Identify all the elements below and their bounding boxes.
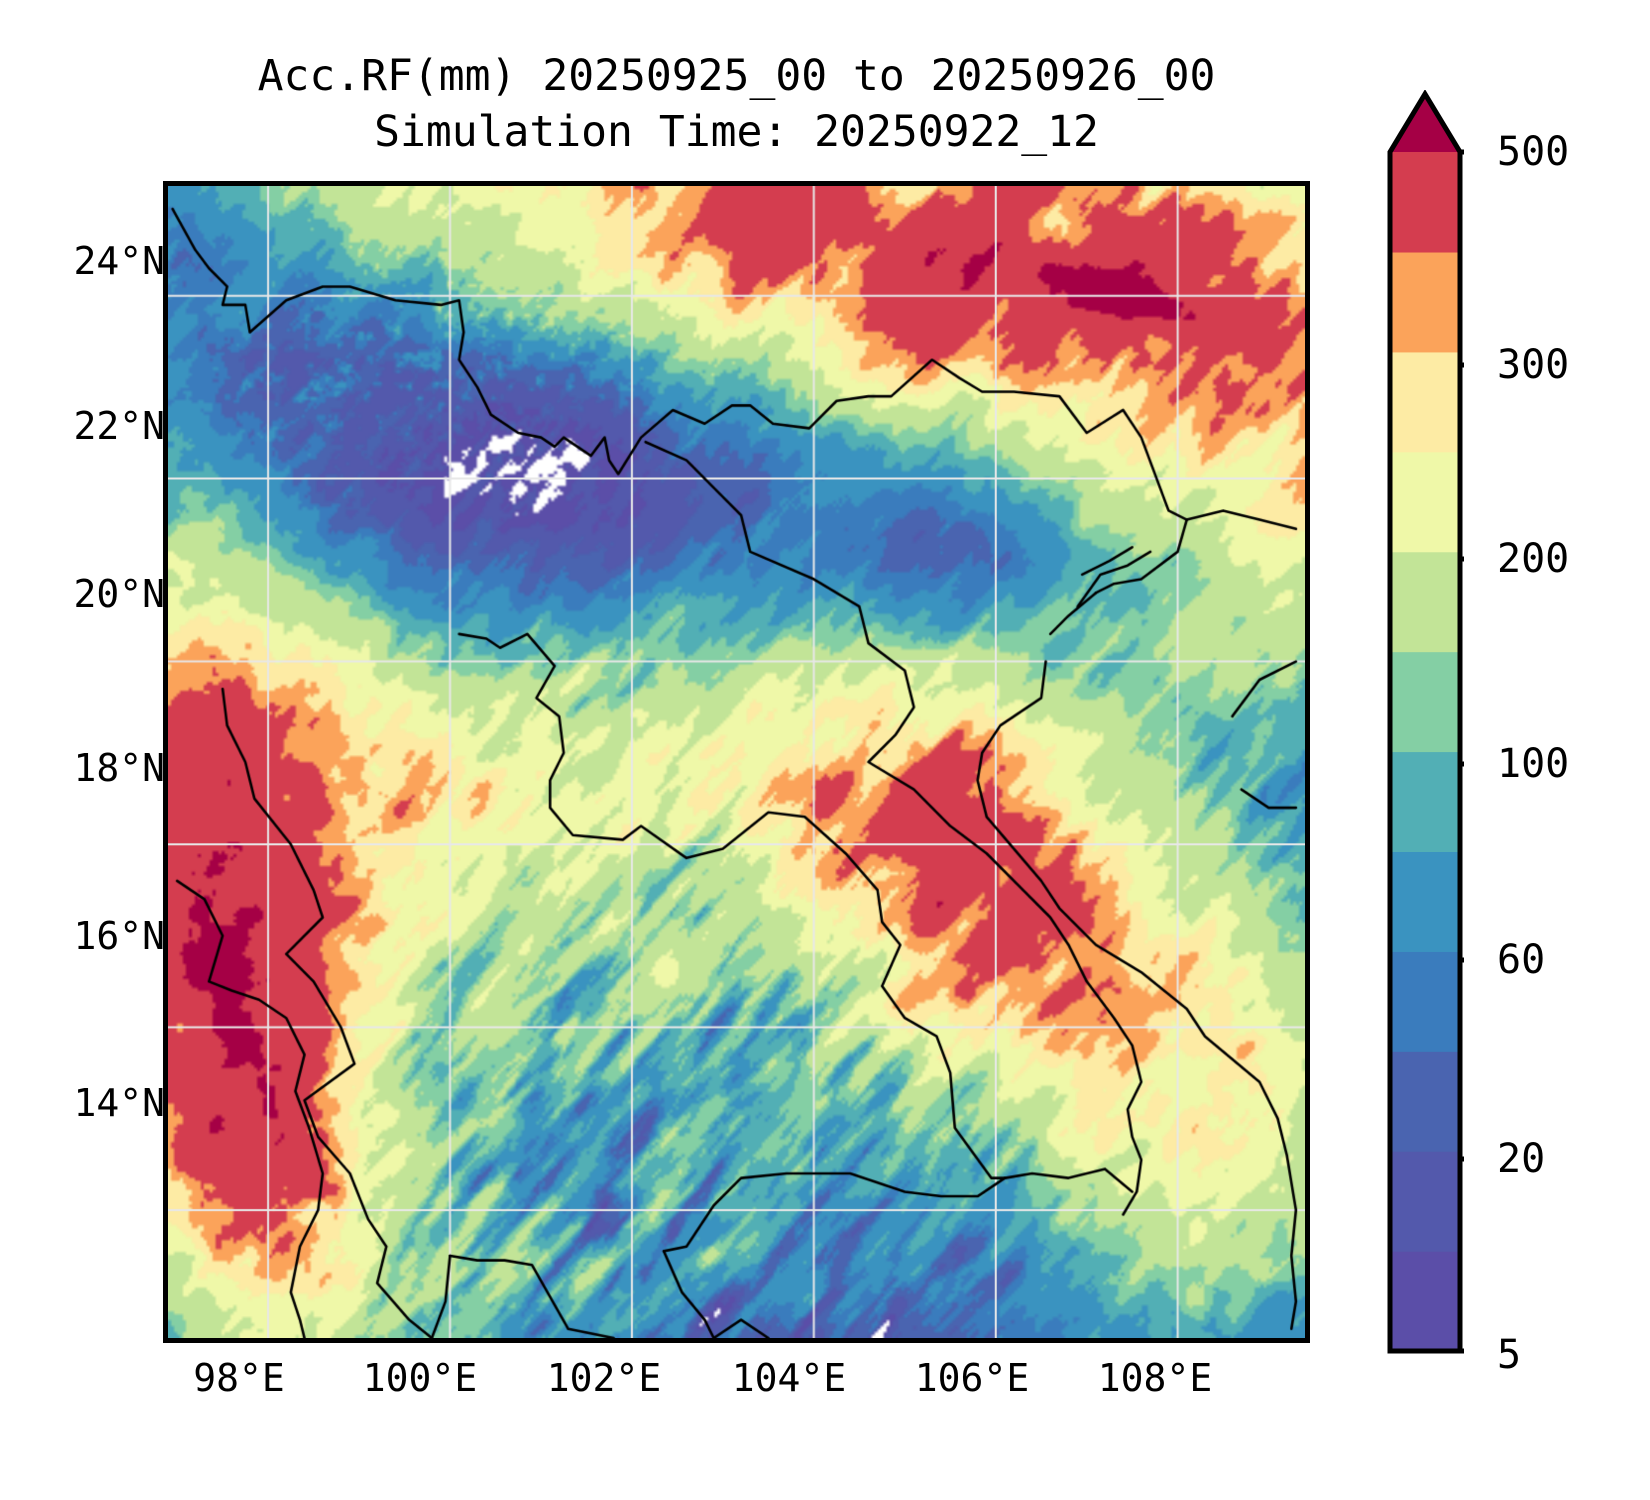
colorbar-tick-300: 300 <box>1497 342 1570 388</box>
colorbar-tick-60: 60 <box>1497 937 1546 983</box>
title-line-2: Simulation Time: 20250922_12 <box>374 107 1099 157</box>
ytick-label-16N: 16°N <box>73 914 165 958</box>
ytick-label-24N: 24°N <box>73 239 165 283</box>
colorbar-tick-5: 5 <box>1497 1332 1522 1378</box>
ytick-label-22N: 22°N <box>73 404 165 448</box>
colorbar-tick-20: 20 <box>1497 1136 1546 1182</box>
xtick-label-108E: 108°E <box>1097 1356 1213 1400</box>
colorbar-tick-200: 200 <box>1497 536 1570 582</box>
ytick-label-14N: 14°N <box>73 1081 165 1125</box>
xtick-label-104E: 104°E <box>731 1356 847 1400</box>
xtick-label-100E: 100°E <box>362 1356 478 1400</box>
title-line-1: Acc.RF(mm) 20250925_00 to 20250926_00 <box>257 51 1216 101</box>
xtick-label-106E: 106°E <box>914 1356 1030 1400</box>
colorbar-svg <box>1387 90 1464 1354</box>
xtick-label-102E: 102°E <box>546 1356 662 1400</box>
colorbar-tick-500: 500 <box>1497 129 1570 175</box>
colorbar-tick-100: 100 <box>1497 741 1570 787</box>
map-plot-area <box>163 181 1310 1343</box>
xtick-label-98E: 98°E <box>193 1356 285 1400</box>
chart-title: Acc.RF(mm) 20250925_00 to 20250926_00 Si… <box>163 48 1310 160</box>
ytick-label-18N: 18°N <box>73 746 165 790</box>
colorbar <box>1386 90 1464 1355</box>
precipitation-contour-map <box>168 186 1305 1338</box>
ytick-label-20N: 20°N <box>73 572 165 616</box>
